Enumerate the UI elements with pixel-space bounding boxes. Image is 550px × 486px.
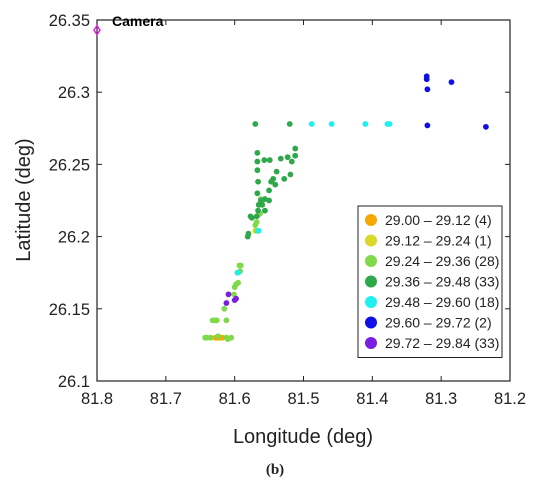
- data-point: [253, 213, 260, 220]
- legend-swatch: [365, 255, 377, 267]
- data-point: [253, 219, 260, 226]
- data-point: [287, 171, 294, 178]
- legend-swatch: [365, 234, 377, 247]
- data-point: [266, 197, 272, 204]
- x-tick-label: 81.4: [356, 390, 388, 408]
- data-point: [266, 187, 272, 194]
- data-point: [483, 123, 489, 130]
- data-point: [213, 317, 220, 324]
- y-tick-label: 26.25: [49, 156, 90, 174]
- data-point: [270, 175, 277, 182]
- data-point: [223, 317, 230, 324]
- legend-entry: 29.60 – 29.72 (2): [385, 315, 492, 331]
- legend-entry: 29.36 – 29.48 (33): [385, 274, 499, 290]
- data-point: [255, 207, 261, 214]
- data-points: [202, 73, 489, 343]
- data-point: [244, 233, 251, 240]
- camera-marker-icon: [93, 24, 101, 36]
- camera-label: Camera: [112, 13, 164, 29]
- legend-entry: 29.72 – 29.84 (33): [385, 335, 499, 351]
- data-point: [272, 181, 279, 188]
- data-point: [328, 121, 335, 127]
- data-point: [261, 157, 268, 163]
- camera-annotation: Camera: [93, 13, 164, 36]
- x-tick-label: 81.6: [219, 390, 251, 408]
- data-point: [225, 291, 232, 298]
- y-tick-label: 26.15: [49, 301, 90, 319]
- y-axis-label: Latitude (deg): [13, 138, 35, 261]
- legend-swatch: [365, 275, 377, 288]
- legend-swatch: [365, 337, 377, 349]
- data-point: [284, 154, 291, 161]
- data-point: [292, 145, 299, 152]
- data-point: [235, 269, 242, 276]
- data-point: [233, 295, 239, 302]
- data-point: [266, 157, 273, 163]
- data-point: [386, 121, 393, 127]
- y-tick-label: 26.1: [58, 373, 90, 391]
- data-point: [255, 178, 261, 185]
- data-point: [215, 333, 222, 340]
- data-point: [255, 227, 262, 234]
- data-point: [254, 190, 261, 197]
- legend-swatch: [365, 296, 377, 308]
- legend-box: [357, 205, 503, 358]
- data-point: [237, 262, 244, 269]
- data-point: [204, 334, 211, 341]
- data-point: [448, 79, 455, 85]
- legend-swatch: [365, 214, 377, 226]
- legend-swatch: [365, 316, 377, 329]
- x-tick-label: 81.3: [425, 390, 457, 408]
- x-tick-label: 81.2: [494, 390, 526, 408]
- data-point: [224, 336, 231, 343]
- data-point: [286, 121, 293, 127]
- data-point: [254, 167, 261, 174]
- x-tick-label: 81.7: [150, 390, 182, 408]
- data-point: [223, 300, 230, 306]
- data-point: [252, 121, 259, 127]
- x-tick-label: 81.5: [287, 390, 319, 408]
- data-point: [292, 152, 299, 159]
- data-point: [257, 197, 264, 204]
- data-point: [254, 158, 261, 165]
- data-point: [281, 175, 288, 182]
- data-point: [288, 158, 295, 165]
- legend-entry: 29.00 – 29.12 (4): [385, 212, 492, 228]
- legend-entry: 29.12 – 29.24 (1): [385, 233, 492, 249]
- data-point: [221, 305, 228, 312]
- y-tick-label: 26.2: [58, 229, 90, 247]
- legend-entry: 29.48 – 29.60 (18): [385, 294, 499, 310]
- axis-ticks: 81.8 81.7 81.6 81.5 81.4 81.3 81.2 26.1 26.15 26.…: [49, 12, 526, 408]
- y-tick-label: 26.3: [58, 84, 90, 102]
- data-point: [273, 168, 280, 175]
- legend-entry: 29.24 – 29.36 (28): [385, 253, 499, 269]
- data-point: [362, 121, 369, 127]
- data-point: [277, 155, 284, 162]
- data-point: [231, 291, 237, 298]
- x-tick-label: 81.8: [81, 390, 113, 408]
- data-point: [248, 214, 255, 221]
- x-axis-label: Longitude (deg): [233, 426, 373, 448]
- data-point: [424, 86, 431, 93]
- data-point: [233, 281, 239, 288]
- data-point: [424, 122, 431, 129]
- legend: 29.00 – 29.12 (4) 29.12 – 29.24 (1) 29.24 …: [357, 205, 503, 358]
- y-tick-label: 26.35: [49, 12, 90, 30]
- data-point: [423, 76, 430, 83]
- figure-caption: (b): [266, 462, 284, 478]
- data-point: [254, 149, 261, 156]
- data-point: [262, 207, 268, 214]
- data-point: [308, 121, 315, 127]
